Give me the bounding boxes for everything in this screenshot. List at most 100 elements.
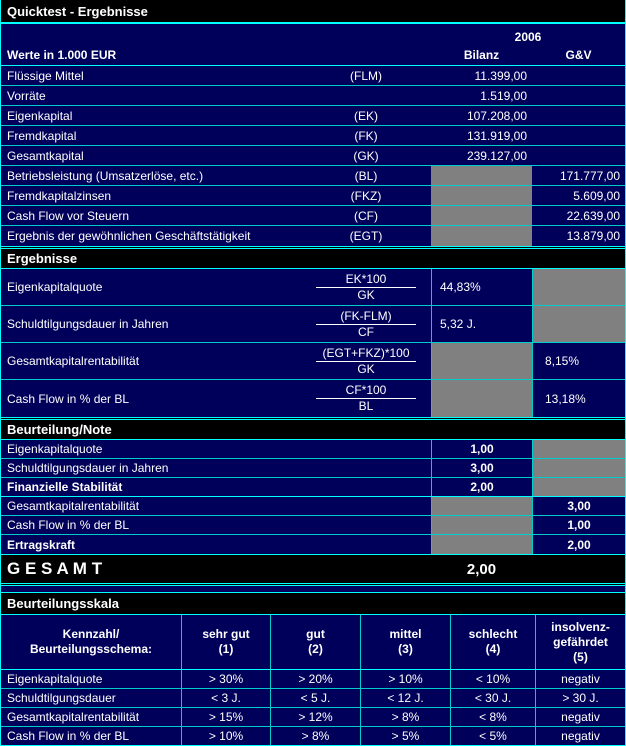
bilanz-cell[interactable]: 11.399,00 [474,68,528,83]
blocked-cell [431,535,532,554]
formula-numerator: EK*100 [316,272,416,288]
row-label: Schuldtilgungsdauer in Jahren [7,461,169,475]
scale-cell: < 5% [450,727,535,745]
gv-cell[interactable]: 171.777,00 [559,168,620,183]
formula-denominator: GK [357,361,375,376]
row-label: Cash Flow in % der BL [7,518,130,532]
scale-cell: > 8% [360,708,450,726]
input-row: Fremdkapital (FK) 131.919,00 [1,126,625,146]
row-label: Gesamtkapitalrentabilität [7,710,140,724]
result-row: Schuldtilgungsdauer in Jahren (FK-FLM) C… [1,306,625,343]
row-label: Cash Flow in % der BL [7,729,130,743]
blocked-cell [431,166,532,185]
result-row: Gesamtkapitalrentabilität (EGT+FKZ)*100 … [1,343,625,380]
row-code: (FK) [354,128,378,143]
year-header: 2006 [514,29,542,44]
unit-label: Werte in 1.000 EUR [7,48,117,62]
row-label: Flüssige Mittel [7,68,84,83]
gv-cell[interactable]: 5.609,00 [573,188,620,203]
row-code: (BL) [354,168,378,183]
input-row: Fremdkapitalzinsen (FKZ) 5.609,00 [1,186,625,206]
scale-table: Kennzahl/ Beurteilungsschema: sehr gut (… [1,615,625,745]
gv-cell [532,146,625,165]
row-code: (EGT) [349,229,383,243]
bilanz-cell[interactable]: 1.519,00 [480,88,527,103]
bilanz-cell[interactable]: 131.919,00 [466,128,527,143]
row-label: Eigenkapital [7,108,73,123]
row-label: Eigenkapitalquote [7,672,103,686]
blocked-cell [431,497,532,515]
scale-cell: < 5 J. [270,689,360,707]
row-code: (CF) [354,208,378,223]
total-row: G E S A M T 2,00 [1,554,625,586]
blocked-cell [431,186,532,205]
scale-cell: negativ [535,727,625,745]
rating-row: Ertragskraft 2,00 [1,535,625,554]
scale-cell: < 8% [450,708,535,726]
row-label: Fremdkapitalzinsen [7,188,112,203]
row-code: (GK) [353,148,379,163]
input-section: Flüssige Mittel (FLM) 11.399,00 Vorräte … [1,66,625,246]
scale-column-header: gut (2) [270,615,360,669]
bilanz-cell: 2,00 [431,478,532,496]
row-label: Ertragskraft [7,537,76,552]
row-code: (FKZ) [350,188,382,203]
bilanz-cell: 44,83% [431,269,532,305]
scale-cell: > 20% [270,670,360,688]
table-header: 2006 Werte in 1.000 EUR Bilanz G&V [1,24,625,66]
row-label: Cash Flow vor Steuern [7,208,130,223]
column-header-bilanz: Bilanz [463,48,500,62]
row-label: Eigenkapitalquote [7,442,103,456]
input-row: Vorräte 1.519,00 [1,86,625,106]
row-label: Fremdkapital [7,128,77,143]
scale-cell: > 12% [270,708,360,726]
rating-row: Schuldtilgungsdauer in Jahren 3,00 [1,459,625,478]
input-row: Flüssige Mittel (FLM) 11.399,00 [1,66,625,86]
scale-corner-header: Kennzahl/ Beurteilungsschema: [29,627,153,656]
gv-cell[interactable]: 22.639,00 [566,208,620,223]
rating-row: Finanzielle Stabilität 2,00 [1,478,625,497]
scale-column-header: schlecht (4) [450,615,535,669]
row-label: Ergebnis der gewöhnlichen Geschäftstätig… [7,229,251,243]
formula-numerator: CF*100 [316,383,416,399]
bilanz-cell: 5,32 J. [431,306,532,342]
gv-cell: 13,18% [532,380,625,417]
row-label: Gesamtkapitalrentabilität [7,499,140,513]
gv-cell [532,66,625,85]
blocked-cell [431,226,532,246]
results-section: Eigenkapitalquote EK*100 GK 44,83% Schul… [1,269,625,417]
bilanz-cell[interactable]: 239.127,00 [466,148,527,163]
row-label: Schuldtilgungsdauer in Jahren [7,317,169,331]
row-label: Eigenkapitalquote [7,280,103,294]
formula-denominator: GK [357,287,375,302]
scale-cell: < 10% [450,670,535,688]
ratings-section: Eigenkapitalquote 1,00 Schuldtilgungsdau… [1,440,625,554]
gv-cell[interactable]: 13.879,00 [566,229,620,243]
bilanz-cell: 3,00 [431,459,532,477]
bilanz-cell[interactable]: 107.208,00 [466,108,527,123]
rating-row: Gesamtkapitalrentabilität 3,00 [1,497,625,516]
row-code: (EK) [354,108,378,123]
section-header-ergebnisse: Ergebnisse [1,246,625,269]
gv-cell [532,106,625,125]
scale-cell: < 30 J. [450,689,535,707]
row-label: Vorräte [7,88,46,103]
gv-cell: 2,00 [532,535,625,554]
result-row: Cash Flow in % der BL CF*100 BL 13,18% [1,380,625,417]
rating-row: Cash Flow in % der BL 1,00 [1,516,625,535]
scale-column-header: sehr gut (1) [181,615,270,669]
total-label: G E S A M T [7,559,103,578]
formula-denominator: CF [358,324,374,339]
scale-cell: > 8% [270,727,360,745]
scale-cell: < 3 J. [181,689,270,707]
blocked-cell [532,306,625,342]
blocked-cell [431,516,532,534]
gv-cell: 1,00 [532,516,625,534]
scale-cell: > 15% [181,708,270,726]
scale-row: Eigenkapitalquote > 30% > 20% > 10% < 10… [1,670,625,689]
gv-cell [532,126,625,145]
column-header-gv: G&V [565,48,592,62]
row-label: Finanzielle Stabilität [7,480,123,494]
row-label: Betriebsleistung (Umsatzerlöse, etc.) [7,168,204,183]
scale-cell: > 5% [360,727,450,745]
